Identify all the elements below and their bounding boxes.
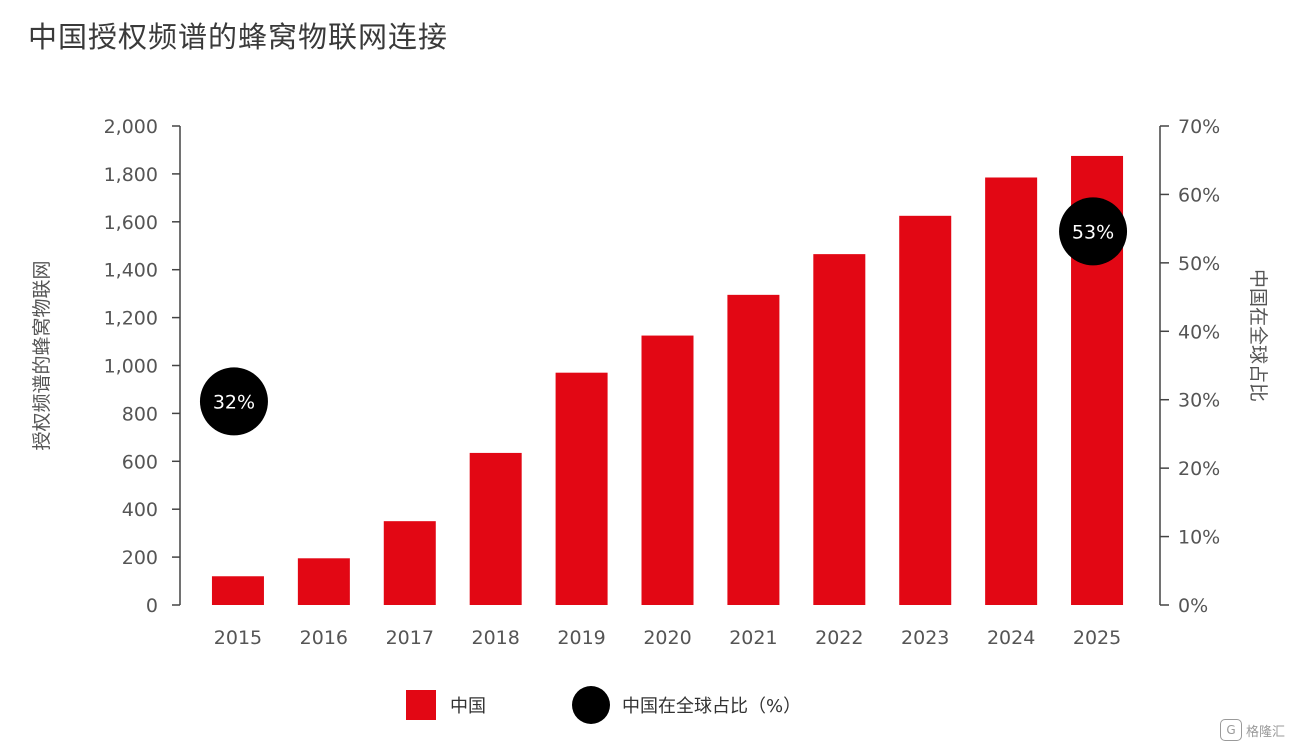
y-tick-label-left: 1,000 [104,356,158,378]
x-tick-label: 2016 [300,627,348,649]
y-tick-label-right: 0% [1178,595,1208,617]
y-axis-left-title: 授权频谱的蜂窝物联网 [31,260,53,450]
x-tick-label: 2017 [386,627,434,649]
share-marker-label: 53% [1072,221,1114,243]
x-tick-label: 2015 [214,627,262,649]
bar-2017 [383,521,436,605]
chart-title: 中国授权频谱的蜂窝物联网连接 [28,20,449,54]
y-tick-label-left: 600 [122,451,158,473]
y-tick-label-left: 2,000 [104,116,158,138]
x-tick-label: 2018 [472,627,520,649]
x-tick-label: 2025 [1073,627,1121,649]
legend-dot-share [572,686,610,724]
y-tick-label-left: 1,200 [104,308,158,330]
y-tick-label-left: 1,800 [104,164,158,186]
bar-2023 [899,215,952,605]
share-marker-label: 32% [213,391,255,413]
y-tick-label-right: 40% [1178,321,1220,343]
watermark: G 格隆汇 [1219,719,1285,741]
chart-area: 0 200 400 600 800 1,000 1,200 1,400 1,600 1,800 2,… [31,116,1269,649]
legend: 中国 中国在全球占比（%） [406,686,801,724]
y-tick-label-left: 0 [146,595,158,617]
y-tick-label-left: 1,400 [104,260,158,282]
y-tick-label-right: 70% [1178,116,1220,138]
x-tick-label: 2024 [987,627,1035,649]
bar-2024 [985,177,1038,605]
bar-2022 [813,254,866,605]
y-tick-label-right: 30% [1178,390,1220,412]
x-tick-label: 2021 [729,627,777,649]
y-tick-label-right: 10% [1178,527,1220,549]
bar-2021 [727,294,780,605]
legend-swatch-china [406,690,436,720]
x-tick-label: 2019 [557,627,605,649]
y-tick-label-left: 400 [122,499,158,521]
y-tick-label-left: 800 [122,403,158,425]
watermark-logo-icon: G [1219,719,1242,741]
y-tick-label-left: 200 [122,547,158,569]
bar-2016 [297,558,350,605]
y-tick-label-right: 20% [1178,458,1220,480]
bar-2019 [555,372,608,605]
y-tick-label-right: 50% [1178,253,1220,275]
y-axis-right-title: 中国在全球占比 [1247,269,1269,402]
x-tick-label: 2023 [901,627,949,649]
x-tick-label: 2022 [815,627,863,649]
bar-2020 [641,335,694,605]
watermark-text: 格隆汇 [1245,724,1285,740]
share-marker-2015 [199,367,268,436]
x-tick-label: 2020 [643,627,691,649]
legend-label-china: 中国 [450,696,486,717]
legend-label-share: 中国在全球占比（%） [622,696,802,717]
bar-2015 [211,576,264,605]
bar-2018 [469,452,522,605]
y-tick-label-right: 60% [1178,184,1220,206]
share-marker-2025 [1059,197,1128,266]
y-tick-label-left: 1,600 [104,212,158,234]
